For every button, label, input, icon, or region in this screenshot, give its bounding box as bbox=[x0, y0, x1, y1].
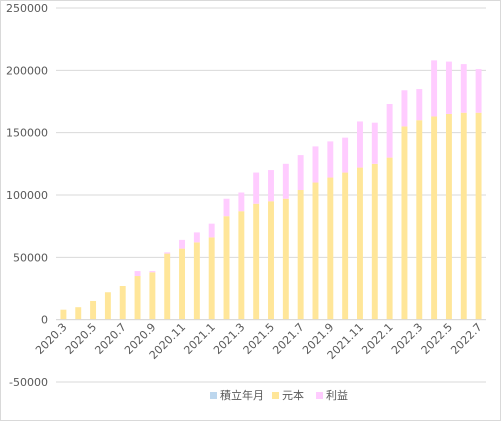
bar-segment bbox=[431, 60, 438, 117]
y-tick-label: 0 bbox=[41, 314, 48, 327]
bar-segment bbox=[179, 239, 185, 249]
bar-segment bbox=[342, 172, 349, 320]
bar-segment bbox=[208, 237, 215, 320]
bar-segment bbox=[312, 146, 319, 183]
x-tick-label: 2022.3 bbox=[389, 321, 425, 357]
bar-segment bbox=[134, 276, 141, 320]
bar-segment bbox=[104, 292, 111, 320]
bar-segment bbox=[475, 69, 482, 113]
bar-segment bbox=[475, 112, 482, 320]
bar-segment bbox=[297, 190, 304, 320]
bar-segment bbox=[60, 309, 67, 320]
bar-segment bbox=[238, 192, 245, 212]
bar-segment bbox=[282, 198, 289, 320]
bar-segment bbox=[386, 157, 393, 320]
bar-segment bbox=[223, 216, 230, 320]
bar-segment bbox=[164, 252, 171, 254]
y-tick-label: 200000 bbox=[6, 64, 48, 77]
bar-segment bbox=[371, 163, 378, 320]
bar-segment bbox=[164, 253, 171, 320]
bar-segment bbox=[179, 248, 185, 320]
x-tick-label: 2020.3 bbox=[33, 321, 69, 357]
bar-segment bbox=[445, 61, 452, 114]
legend-swatch bbox=[210, 392, 217, 399]
x-tick-label: 2020.5 bbox=[63, 321, 99, 357]
legend-label: 積立年月 bbox=[220, 388, 264, 402]
bar-segment bbox=[312, 182, 319, 320]
bar-segment bbox=[238, 211, 245, 320]
bar-segment bbox=[371, 122, 378, 164]
bar-segment bbox=[268, 170, 274, 202]
bar-segment bbox=[253, 203, 260, 320]
y-tick-label: 100000 bbox=[6, 189, 48, 202]
bar-segment bbox=[223, 198, 230, 217]
y-tick-label: -50000 bbox=[9, 376, 48, 389]
bar-segment bbox=[297, 155, 304, 191]
bar-segment bbox=[401, 126, 408, 320]
bar-segment bbox=[431, 116, 438, 320]
bar-segment bbox=[327, 141, 334, 178]
legend-label: 利益 bbox=[326, 388, 348, 402]
bar-segment bbox=[386, 103, 393, 158]
legend-swatch bbox=[272, 392, 279, 399]
bar-segment bbox=[208, 223, 215, 238]
bar-segment bbox=[268, 201, 274, 320]
bar-segment bbox=[119, 286, 126, 320]
bar-segment bbox=[327, 177, 334, 320]
bar-segment bbox=[149, 272, 156, 320]
x-tick-label: 2022.5 bbox=[419, 321, 455, 357]
bar-segment bbox=[416, 89, 423, 121]
bar-segment bbox=[342, 137, 349, 173]
x-tick-label: 2022.1 bbox=[359, 321, 395, 357]
bar-segment bbox=[416, 120, 423, 320]
x-tick-label: 2021.3 bbox=[211, 321, 247, 357]
legend-label: 元本 bbox=[282, 388, 304, 402]
x-tick-label: 2021.1 bbox=[181, 321, 217, 357]
x-tick-label: 2020.7 bbox=[92, 321, 128, 357]
x-tick-label: 2022.7 bbox=[448, 321, 484, 357]
bar-segment bbox=[401, 90, 408, 127]
bar-segment bbox=[75, 307, 82, 320]
bar-segment bbox=[357, 167, 363, 320]
x-tick-label: 2021.7 bbox=[270, 321, 306, 357]
legend-swatch bbox=[316, 392, 323, 399]
bar-segment bbox=[193, 242, 200, 320]
bar-segment bbox=[90, 300, 97, 320]
bar-segment bbox=[357, 121, 363, 168]
bar-segment bbox=[445, 113, 452, 320]
x-tick-label: 2021.5 bbox=[241, 321, 277, 357]
y-tick-label: 150000 bbox=[6, 127, 48, 140]
bar-segment bbox=[253, 172, 260, 204]
bar-segment bbox=[460, 64, 467, 113]
y-tick-label: 250000 bbox=[6, 2, 48, 15]
bar-segment bbox=[193, 232, 200, 243]
bar-segment bbox=[460, 112, 467, 320]
bar-segment bbox=[149, 271, 156, 273]
bar-segment bbox=[282, 163, 289, 199]
bar-segment bbox=[134, 271, 141, 277]
y-tick-label: 50000 bbox=[13, 251, 48, 264]
